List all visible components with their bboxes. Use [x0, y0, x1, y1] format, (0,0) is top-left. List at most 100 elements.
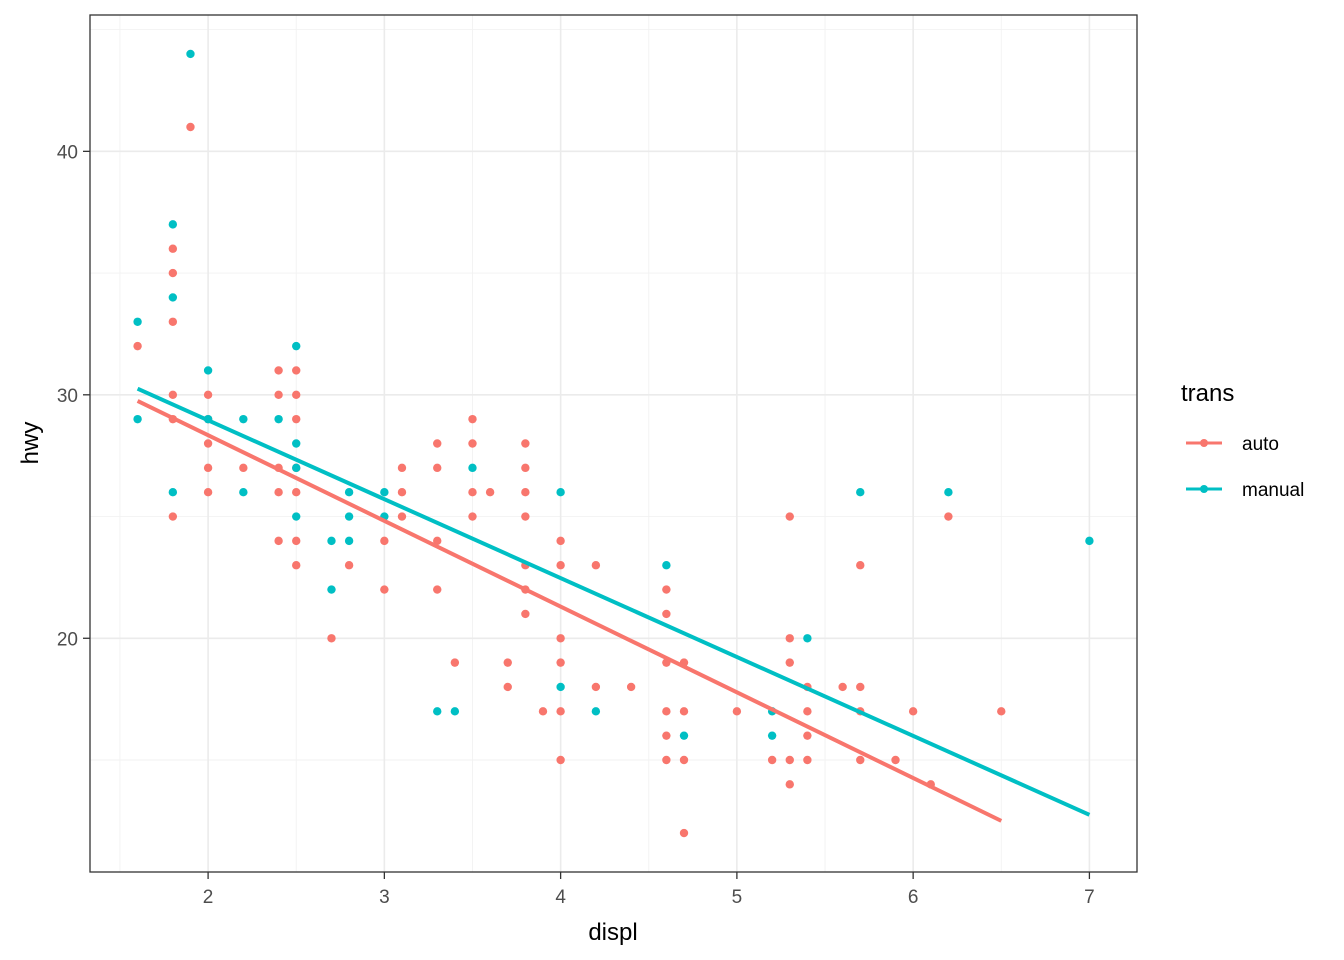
point-auto — [556, 634, 565, 643]
point-manual — [186, 49, 195, 59]
point-manual — [556, 487, 565, 497]
point-auto — [785, 658, 794, 667]
point-auto — [468, 439, 477, 448]
point-manual — [856, 487, 865, 497]
y-axis-ticks: 20 30 40 — [57, 142, 90, 650]
point-auto — [433, 463, 442, 473]
point-auto — [662, 731, 671, 740]
legend: trans auto manual — [1181, 380, 1304, 501]
point-auto — [785, 512, 794, 521]
point-auto — [803, 731, 812, 740]
point-auto — [503, 682, 512, 692]
x-axis-title: displ — [588, 919, 637, 946]
point-manual — [292, 512, 301, 521]
point-auto — [662, 609, 671, 619]
point-auto — [997, 707, 1006, 716]
point-auto — [344, 561, 354, 570]
point-manual — [433, 707, 442, 716]
point-manual — [556, 682, 565, 692]
point-auto — [538, 707, 548, 716]
point-auto — [433, 585, 442, 594]
point-auto — [468, 487, 477, 497]
point-auto — [397, 463, 407, 473]
point-auto — [274, 536, 283, 546]
point-manual — [803, 634, 812, 643]
point-auto — [380, 536, 389, 546]
point-manual — [168, 220, 178, 229]
point-auto — [838, 682, 847, 692]
point-manual — [292, 341, 301, 351]
point-auto — [521, 609, 530, 619]
y-tick-label: 20 — [57, 629, 78, 650]
point-auto — [803, 707, 812, 716]
point-auto — [679, 755, 689, 765]
minor-gridlines — [90, 15, 1137, 872]
point-auto — [203, 439, 213, 448]
point-auto — [292, 561, 301, 570]
point-auto — [856, 755, 865, 765]
point-auto — [133, 341, 142, 351]
legend-title: trans — [1181, 380, 1234, 407]
point-auto — [274, 390, 283, 400]
point-auto — [521, 439, 530, 448]
point-manual — [767, 731, 777, 740]
point-manual — [327, 585, 336, 594]
point-manual — [292, 463, 301, 473]
point-auto — [292, 390, 301, 400]
point-manual — [679, 731, 689, 740]
point-auto — [521, 487, 530, 497]
point-auto — [292, 536, 301, 546]
point-manual — [344, 536, 354, 546]
point-manual — [344, 512, 354, 521]
point-auto — [380, 585, 389, 594]
x-tick-label: 2 — [203, 887, 214, 908]
legend-label-manual: manual — [1242, 480, 1304, 501]
point-auto — [292, 414, 301, 424]
legend-key-manual: manual — [1186, 480, 1304, 501]
legend-label-auto: auto — [1242, 434, 1279, 455]
x-tick-label: 5 — [732, 887, 743, 908]
legend-point-auto — [1200, 439, 1208, 447]
point-auto — [468, 512, 477, 521]
point-auto — [662, 707, 671, 716]
x-tick-label: 4 — [555, 887, 566, 908]
point-auto — [292, 487, 301, 497]
point-manual — [292, 439, 301, 448]
point-auto — [433, 439, 442, 448]
point-auto — [274, 487, 283, 497]
point-auto — [556, 707, 565, 716]
point-auto — [856, 561, 865, 570]
y-tick-label: 40 — [57, 142, 78, 163]
point-manual — [327, 536, 336, 546]
point-auto — [908, 707, 918, 716]
point-auto — [662, 585, 671, 594]
fit-lines — [136, 386, 1091, 823]
point-manual — [168, 293, 178, 302]
point-manual — [380, 487, 389, 497]
legend-point-manual — [1200, 485, 1208, 493]
point-auto — [468, 414, 477, 424]
point-auto — [203, 390, 213, 400]
point-auto — [203, 463, 213, 473]
point-auto — [292, 366, 301, 375]
point-auto — [556, 658, 565, 667]
point-auto — [274, 366, 283, 375]
point-auto — [521, 463, 530, 473]
y-axis-title: hwy — [17, 422, 44, 465]
x-tick-label: 6 — [908, 887, 919, 908]
point-manual — [591, 707, 601, 716]
point-auto — [556, 755, 565, 765]
point-auto — [556, 561, 565, 570]
point-manual — [168, 487, 178, 497]
point-auto — [485, 487, 495, 497]
point-manual — [239, 414, 248, 424]
point-auto — [679, 828, 689, 838]
point-manual — [203, 366, 213, 375]
point-manual — [133, 317, 142, 326]
point-auto — [662, 755, 671, 765]
point-auto — [591, 682, 601, 692]
point-auto — [397, 487, 407, 497]
fit-line-manual — [136, 386, 1091, 817]
point-auto — [521, 512, 530, 521]
